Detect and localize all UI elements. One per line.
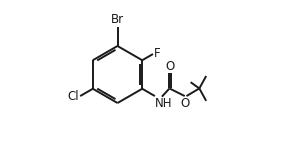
Text: Cl: Cl: [68, 90, 79, 103]
Text: F: F: [154, 47, 160, 60]
Text: Br: Br: [111, 13, 124, 26]
Text: O: O: [180, 97, 189, 110]
Text: O: O: [165, 60, 175, 73]
Text: NH: NH: [155, 97, 173, 110]
